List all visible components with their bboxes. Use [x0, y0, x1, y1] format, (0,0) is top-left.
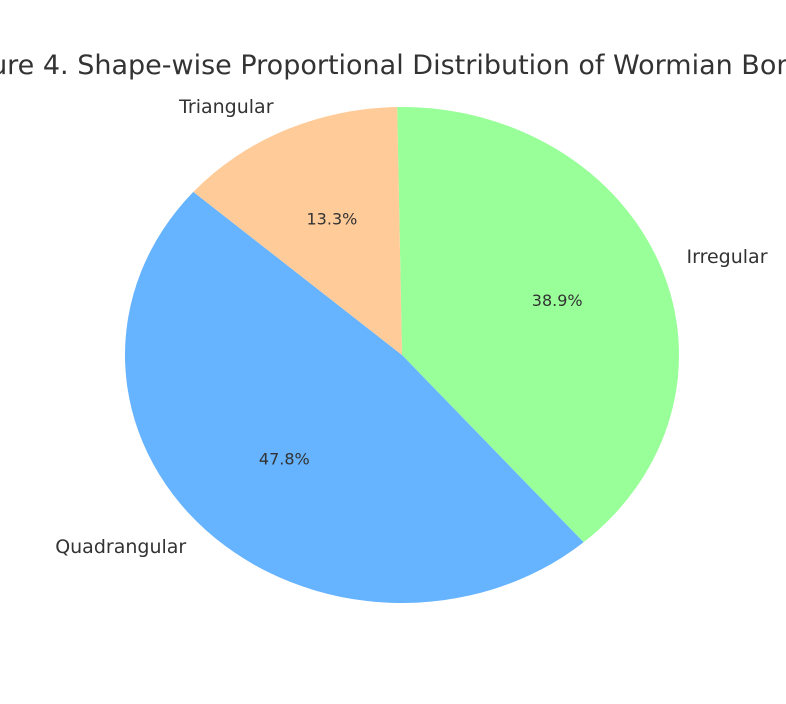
- pie-slice-triangular: [193, 107, 402, 355]
- pct-label-triangular: 13.3%: [307, 210, 358, 229]
- category-label-triangular: Triangular: [178, 96, 274, 118]
- pct-label-quadrangular: 47.8%: [259, 450, 310, 469]
- pie-slice-irregular: [397, 107, 679, 543]
- pie-slice-quadrangular: [125, 191, 584, 603]
- pct-label-irregular: 38.9%: [532, 291, 583, 310]
- pie-labels: 38.9% Irregular 47.8% Quadrangular 13.3% Tria…: [55, 96, 767, 558]
- chart-title: Figure 4. Shape-wise Proportional Distri…: [0, 50, 786, 81]
- category-label-irregular: Irregular: [687, 246, 768, 268]
- category-label-quadrangular: Quadrangular: [55, 536, 186, 558]
- pie-slices: [125, 107, 679, 603]
